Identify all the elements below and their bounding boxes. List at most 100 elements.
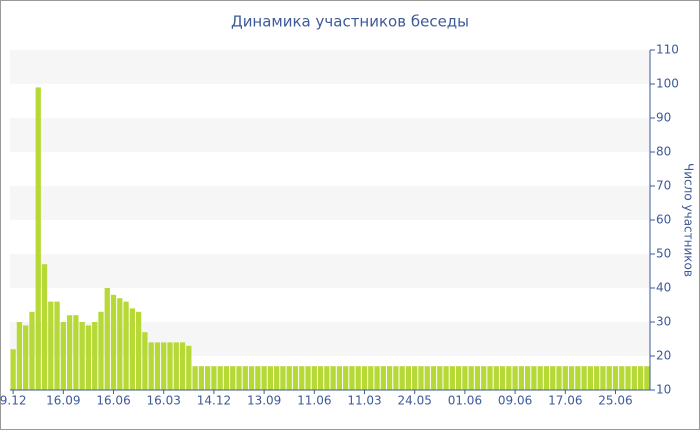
y-axis-label: Число участников <box>682 163 696 277</box>
bar <box>430 366 437 390</box>
bar <box>73 315 79 390</box>
bar <box>437 366 443 390</box>
bar <box>644 366 650 390</box>
bar <box>48 301 54 390</box>
bar <box>625 366 631 390</box>
bar <box>267 366 274 390</box>
bar <box>550 366 556 390</box>
y-tick-label: 100 <box>656 77 679 91</box>
x-tick-label: 11.03 <box>347 394 381 408</box>
bar <box>399 366 405 390</box>
bar <box>619 366 625 390</box>
bar <box>79 322 85 390</box>
bar <box>230 366 236 390</box>
bar <box>10 349 16 390</box>
bar <box>418 366 424 390</box>
bar <box>41 264 48 390</box>
bar <box>393 366 399 390</box>
bar <box>506 366 512 390</box>
x-tick-label: 16.03 <box>147 394 181 408</box>
y-tick-label: 80 <box>656 145 671 159</box>
bar <box>274 366 280 390</box>
bar <box>148 342 154 390</box>
bar <box>518 366 525 390</box>
bar <box>531 366 537 390</box>
bar <box>606 366 612 390</box>
bar <box>600 366 606 390</box>
bar <box>556 366 562 390</box>
bar <box>343 366 349 390</box>
bar <box>487 366 493 390</box>
bar <box>135 311 142 390</box>
bar <box>60 322 66 390</box>
bar <box>66 315 73 390</box>
grid-band <box>10 254 650 288</box>
bar <box>223 366 230 390</box>
bar <box>324 366 330 390</box>
bar <box>455 366 462 390</box>
bar <box>292 366 299 390</box>
bar <box>173 342 179 390</box>
bar <box>104 288 110 390</box>
bar <box>54 301 60 390</box>
bar <box>205 366 211 390</box>
chart-title: Динамика участников беседы <box>231 13 469 31</box>
y-tick-label: 90 <box>656 111 671 125</box>
bar <box>255 366 261 390</box>
bar <box>154 342 161 390</box>
y-tick-label: 20 <box>656 349 671 363</box>
bar <box>35 87 41 391</box>
bar <box>186 345 192 390</box>
bar <box>512 366 518 390</box>
bar <box>16 322 23 390</box>
bar <box>129 308 135 390</box>
y-tick-label: 30 <box>656 315 671 329</box>
bar <box>167 342 173 390</box>
bar <box>637 366 644 390</box>
y-tick-label: 70 <box>656 179 671 193</box>
bar <box>98 311 104 390</box>
bar <box>424 366 430 390</box>
x-tick-label: 9.12 <box>0 394 26 408</box>
bar <box>481 366 487 390</box>
bar <box>380 366 386 390</box>
bar <box>499 366 506 390</box>
bar <box>443 366 449 390</box>
bar <box>468 366 474 390</box>
grid-band <box>10 50 650 84</box>
bar <box>198 366 205 390</box>
bar <box>368 366 374 390</box>
bar <box>562 366 568 390</box>
bar <box>123 301 129 390</box>
bar <box>594 366 600 390</box>
x-tick-label: 16.09 <box>46 394 80 408</box>
y-tick-label: 40 <box>656 281 671 295</box>
grid-band <box>10 118 650 152</box>
bar <box>330 366 336 390</box>
bar <box>462 366 468 390</box>
grid-band <box>10 186 650 220</box>
bar <box>236 366 242 390</box>
bar <box>217 366 223 390</box>
x-tick-label: 17.06 <box>548 394 582 408</box>
y-tick-label: 110 <box>656 43 679 57</box>
x-tick-label: 25.06 <box>598 394 632 408</box>
bar <box>355 366 361 390</box>
y-tick-label: 50 <box>656 247 671 261</box>
bar <box>161 342 167 390</box>
bar <box>192 366 198 390</box>
bar <box>142 332 148 390</box>
y-tick-label: 60 <box>656 213 671 227</box>
bar <box>568 366 575 390</box>
bar <box>449 366 455 390</box>
bar <box>349 366 355 390</box>
bar <box>317 366 324 390</box>
bar <box>23 325 29 390</box>
bar <box>280 366 286 390</box>
bar <box>211 366 217 390</box>
x-tick-label: 01.06 <box>448 394 482 408</box>
bar <box>631 366 637 390</box>
bar <box>386 366 393 390</box>
